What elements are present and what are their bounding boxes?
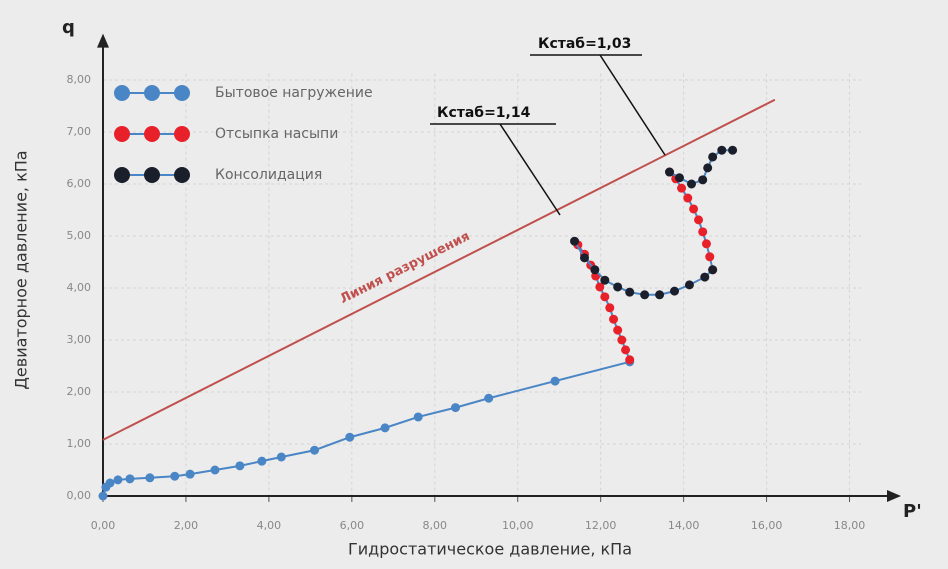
data-point bbox=[677, 183, 687, 193]
data-point bbox=[694, 215, 704, 225]
data-point bbox=[345, 432, 355, 442]
data-point bbox=[705, 252, 715, 262]
data-point bbox=[550, 376, 560, 386]
data-point bbox=[595, 282, 605, 292]
annotation: Кстаб=1,03 bbox=[538, 36, 631, 52]
x-tick-label: 8,00 bbox=[423, 519, 448, 532]
data-point bbox=[674, 173, 684, 183]
data-point bbox=[484, 393, 494, 403]
x-tick-label: 10,00 bbox=[502, 519, 534, 532]
y-tick-label: 8,00 bbox=[67, 73, 92, 86]
data-point bbox=[451, 403, 461, 413]
legend-marker bbox=[144, 167, 160, 183]
y-tick-label: 3,00 bbox=[67, 333, 92, 346]
y-tick-label: 0,00 bbox=[67, 489, 92, 502]
data-point bbox=[655, 290, 665, 300]
legend-marker bbox=[144, 126, 160, 142]
legend-label: Бытовое нагружение bbox=[215, 85, 373, 101]
y-tick-label: 5,00 bbox=[67, 229, 92, 242]
data-point bbox=[613, 282, 623, 292]
data-point bbox=[145, 473, 155, 483]
failure-line bbox=[102, 98, 776, 441]
x-axis-symbol: P' bbox=[903, 501, 922, 522]
data-point bbox=[413, 412, 423, 422]
legend-marker bbox=[174, 167, 190, 183]
legend-marker bbox=[114, 167, 130, 183]
data-point bbox=[701, 239, 711, 249]
data-point bbox=[621, 345, 631, 355]
data-point bbox=[609, 314, 619, 324]
annotation-leader bbox=[499, 123, 561, 216]
x-tick-label: 6,00 bbox=[340, 519, 365, 532]
data-point bbox=[698, 227, 708, 237]
data-point bbox=[170, 471, 180, 481]
data-point bbox=[276, 452, 286, 462]
data-point bbox=[235, 461, 245, 471]
data-point bbox=[580, 253, 590, 263]
x-axis-arrow bbox=[887, 490, 901, 502]
data-point bbox=[687, 179, 697, 189]
x-tick-label: 2,00 bbox=[174, 519, 199, 532]
x-tick-label: 12,00 bbox=[585, 519, 617, 532]
data-point bbox=[600, 292, 610, 302]
y-axis-symbol: q bbox=[62, 17, 75, 38]
y-tick-label: 1,00 bbox=[67, 437, 92, 450]
series-line bbox=[668, 171, 714, 271]
x-tick-label: 16,00 bbox=[751, 519, 783, 532]
data-point bbox=[717, 145, 727, 155]
data-point bbox=[728, 145, 738, 155]
data-point bbox=[708, 265, 718, 275]
data-point bbox=[125, 474, 135, 484]
legend-marker bbox=[174, 85, 190, 101]
x-tick-label: 4,00 bbox=[257, 519, 282, 532]
data-point bbox=[625, 355, 635, 365]
legend-marker bbox=[144, 85, 160, 101]
y-axis-arrow bbox=[97, 33, 109, 48]
data-point bbox=[185, 469, 195, 479]
y-tick-label: 6,00 bbox=[67, 177, 92, 190]
data-point bbox=[708, 152, 718, 162]
data-point bbox=[613, 325, 623, 335]
annotation-leader bbox=[599, 54, 666, 156]
data-point bbox=[605, 303, 615, 313]
data-point bbox=[698, 175, 708, 185]
data-point bbox=[689, 204, 699, 214]
x-tick-label: 18,00 bbox=[834, 519, 866, 532]
data-point bbox=[700, 272, 710, 282]
y-axis-title: Девиаторное давление, кПа bbox=[12, 150, 31, 389]
data-point bbox=[257, 456, 267, 466]
y-tick-label: 7,00 bbox=[67, 125, 92, 138]
data-point bbox=[670, 286, 680, 296]
data-point bbox=[590, 265, 600, 275]
data-point bbox=[310, 445, 320, 455]
data-point bbox=[665, 167, 675, 177]
data-point bbox=[380, 423, 390, 433]
data-point bbox=[570, 236, 580, 246]
y-tick-label: 2,00 bbox=[67, 385, 92, 398]
data-point bbox=[617, 335, 627, 345]
legend-label: Консолидация bbox=[215, 167, 322, 183]
data-point bbox=[625, 287, 635, 297]
y-tick-label: 4,00 bbox=[67, 281, 92, 294]
data-point bbox=[640, 290, 650, 300]
data-point bbox=[703, 163, 713, 173]
legend-marker bbox=[114, 126, 130, 142]
legend-label: Отсыпка насыпи bbox=[215, 126, 338, 142]
legend-marker bbox=[174, 126, 190, 142]
data-point bbox=[113, 475, 123, 485]
legend-marker bbox=[114, 85, 130, 101]
x-axis-title: Гидростатическое давление, кПа bbox=[348, 540, 632, 559]
x-tick-label: 14,00 bbox=[668, 519, 700, 532]
x-tick-label: 0,00 bbox=[91, 519, 116, 532]
annotation: Кстаб=1,14 bbox=[437, 105, 531, 121]
data-point bbox=[683, 193, 693, 203]
data-point bbox=[210, 465, 220, 475]
data-point bbox=[105, 478, 115, 488]
data-point bbox=[600, 275, 610, 285]
data-point bbox=[684, 280, 694, 290]
data-point bbox=[98, 491, 108, 501]
